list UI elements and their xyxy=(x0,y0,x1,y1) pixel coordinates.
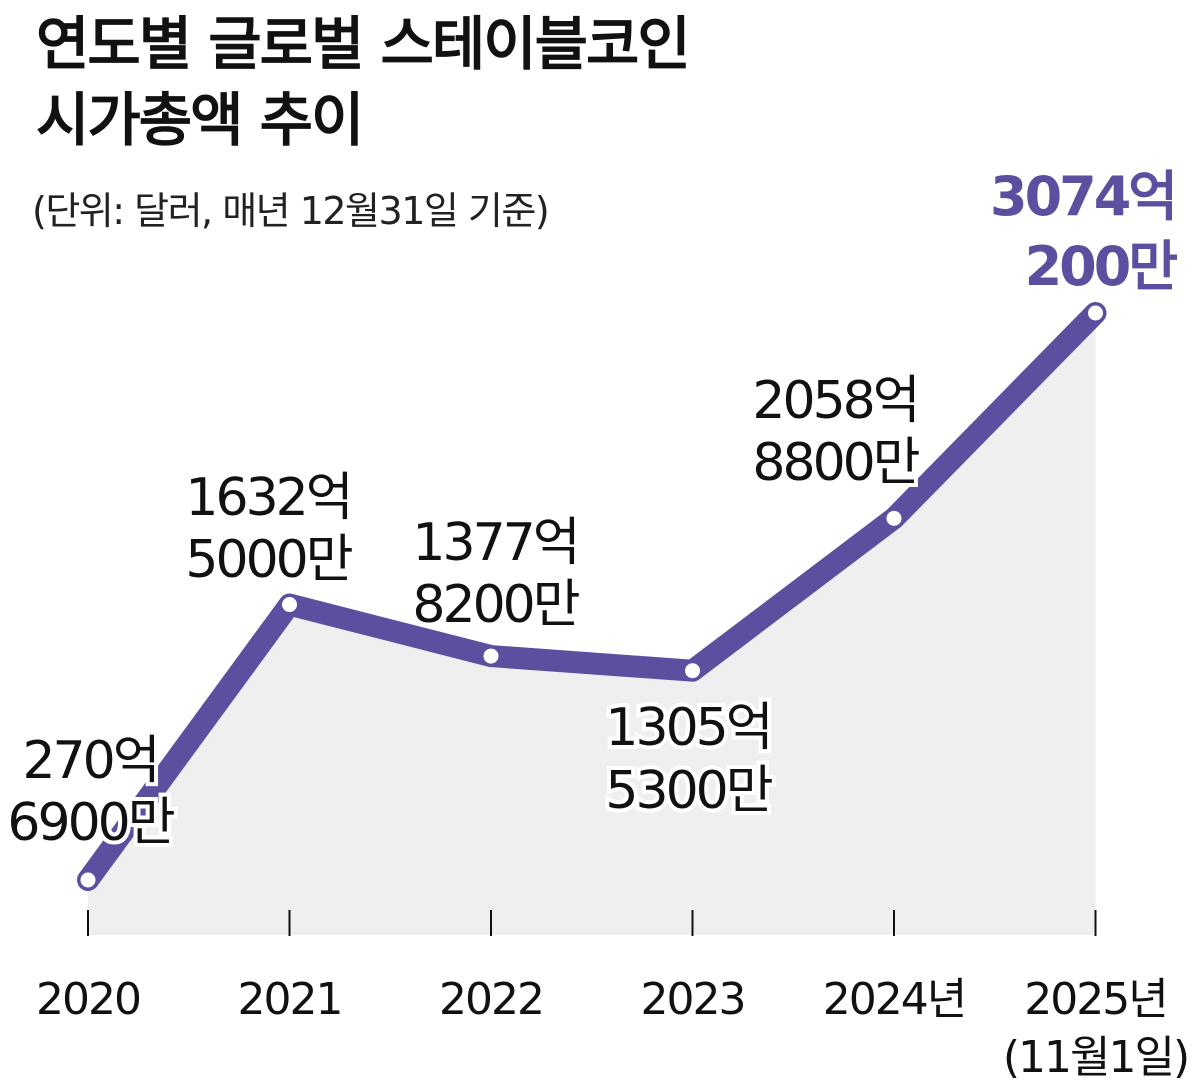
data-label-1-line-2: 5000만 xyxy=(185,530,352,590)
chart-subtitle: (단위: 달러, 매년 12월31일 기준) xyxy=(32,189,550,233)
data-point-0 xyxy=(77,869,99,891)
x-tick-label-5: 2025년 xyxy=(1024,974,1166,1025)
data-point-1 xyxy=(279,594,300,616)
x-tick-sublabel-5: (11월1일) xyxy=(1003,1032,1188,1083)
data-point-5 xyxy=(1085,302,1106,324)
data-label-2-line-1: 1377억 xyxy=(412,513,577,573)
data-label-4-line-2: 8800만 xyxy=(752,433,919,493)
area-fill xyxy=(88,313,1096,935)
data-point-4 xyxy=(883,507,905,529)
data-label-1-line-1: 1632억 xyxy=(185,468,350,528)
data-point-2 xyxy=(480,645,502,667)
x-tick-label-1: 2021 xyxy=(238,974,342,1025)
data-label-3-line-2: 5300만 xyxy=(605,761,772,821)
x-tick-label-0: 2020 xyxy=(36,974,140,1025)
series-line xyxy=(77,302,1107,891)
x-tick-label-2: 2022 xyxy=(439,974,543,1025)
chart-title: 연도별 글로벌 스테이블코인 시가총액 추이 xyxy=(36,6,691,158)
data-label-5-line-2: 200만 xyxy=(1025,235,1178,298)
x-tick-label-4: 2024년 xyxy=(823,974,965,1025)
x-tick-label-3: 2023 xyxy=(641,974,745,1025)
data-label-4-line-1: 2058억 xyxy=(752,371,917,431)
data-label-0-line-1: 270억 xyxy=(22,731,157,791)
data-point-3 xyxy=(682,660,703,682)
chart-title-line-1: 연도별 글로벌 스테이블코인 xyxy=(36,10,691,78)
data-label-2-line-2: 8200만 xyxy=(412,575,579,635)
data-label-0-line-2: 6900만 xyxy=(7,793,174,853)
data-label-5-line-1: 3074억 xyxy=(990,165,1175,228)
chart-title-line-2: 시가총액 추이 xyxy=(36,86,364,154)
data-label-3-line-1: 1305억 xyxy=(605,698,770,758)
